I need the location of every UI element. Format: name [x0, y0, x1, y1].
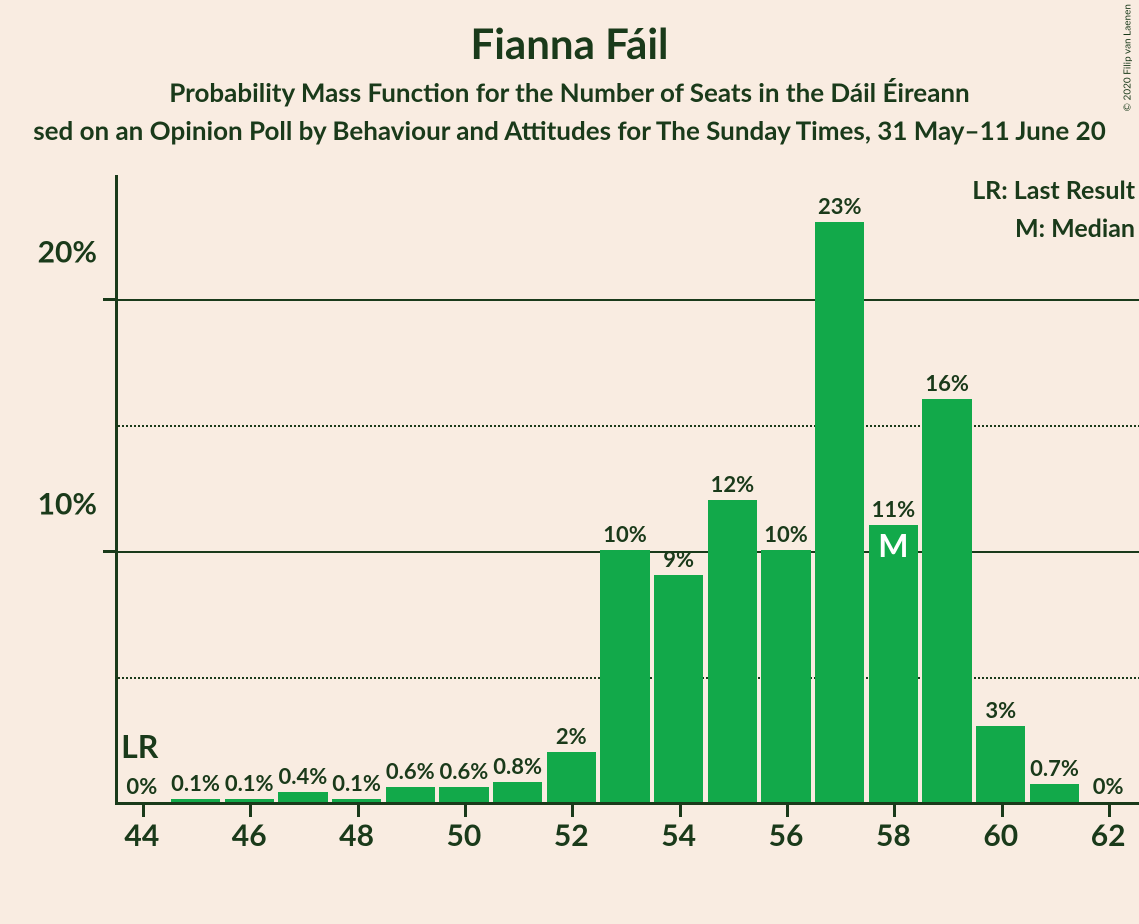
bar — [815, 222, 864, 802]
bar-value-label: 3% — [985, 696, 1016, 723]
x-tick — [679, 805, 682, 817]
y-axis-label: 10% — [38, 486, 97, 621]
bar-value-label: 0.8% — [493, 752, 542, 779]
chart-title: Fianna Fáil — [0, 0, 1139, 68]
bar — [922, 399, 971, 802]
bar — [600, 550, 649, 802]
bar — [439, 787, 488, 802]
bar-value-label: 11% — [872, 495, 916, 522]
bar-value-label: 2% — [556, 722, 587, 749]
x-tick — [1001, 805, 1004, 817]
bar-value-label: 0.4% — [279, 762, 328, 789]
grid-major — [118, 299, 1139, 301]
bar-value-label: 0.6% — [386, 757, 435, 784]
bar-value-label: 10% — [764, 520, 808, 547]
chart-plot-area: LR: Last Result M: Median 44464850525456… — [115, 175, 1135, 805]
bar — [171, 799, 220, 802]
x-tick — [786, 805, 789, 817]
bar — [386, 787, 435, 802]
bar-value-label: 10% — [603, 520, 647, 547]
bar — [869, 525, 918, 802]
x-tick — [1108, 805, 1111, 817]
x-axis-label: 56 — [769, 817, 804, 853]
copyright-text: © 2020 Filip van Laenen — [1121, 4, 1133, 111]
bar — [332, 799, 381, 802]
x-tick — [142, 805, 145, 817]
bar-value-label: 23% — [818, 192, 862, 219]
bar — [761, 550, 810, 802]
y-tick — [103, 550, 115, 553]
bar — [708, 500, 757, 802]
bar-value-label: 0% — [1093, 772, 1124, 799]
bar-value-label: 0.1% — [171, 769, 220, 796]
legend: LR: Last Result M: Median — [972, 175, 1135, 251]
legend-lr: LR: Last Result — [972, 175, 1135, 205]
x-axis-label: 62 — [1091, 817, 1126, 853]
x-axis-label: 50 — [447, 817, 482, 853]
bar — [547, 752, 596, 802]
bar-value-label: 0.1% — [332, 769, 381, 796]
x-axis — [115, 802, 1139, 805]
chart-subtitle-1: Probability Mass Function for the Number… — [0, 76, 1139, 108]
x-axis-label: 54 — [661, 817, 696, 853]
bar — [225, 799, 274, 802]
median-annotation: M — [878, 525, 908, 564]
x-axis-label: 44 — [124, 817, 159, 853]
bar — [1030, 784, 1079, 802]
chart-subtitle-2: sed on an Opinion Poll by Behaviour and … — [0, 114, 1139, 146]
bar — [278, 792, 327, 802]
x-axis-label: 48 — [339, 817, 374, 853]
bar-value-label: 0.6% — [440, 757, 489, 784]
x-axis-label: 60 — [983, 817, 1018, 853]
x-tick — [357, 805, 360, 817]
bar-value-label: 16% — [925, 369, 969, 396]
x-tick — [249, 805, 252, 817]
x-axis-label: 46 — [232, 817, 267, 853]
bar — [654, 575, 703, 802]
legend-m: M: Median — [972, 213, 1135, 243]
bar-value-label: 9% — [663, 545, 694, 572]
x-axis-label: 58 — [876, 817, 911, 853]
x-tick — [571, 805, 574, 817]
bar-value-label: 0.7% — [1030, 754, 1079, 781]
bar-value-label: 0% — [126, 772, 157, 799]
y-axis — [115, 175, 118, 805]
y-tick — [103, 298, 115, 301]
bar-value-label: 12% — [711, 470, 755, 497]
bar — [493, 782, 542, 802]
x-tick — [464, 805, 467, 817]
y-axis-label: 20% — [38, 234, 97, 369]
bar — [976, 726, 1025, 802]
x-axis-label: 52 — [554, 817, 589, 853]
grid-minor — [118, 425, 1139, 427]
lr-annotation: LR — [121, 726, 158, 765]
x-tick — [893, 805, 896, 817]
bar-value-label: 0.1% — [225, 769, 274, 796]
